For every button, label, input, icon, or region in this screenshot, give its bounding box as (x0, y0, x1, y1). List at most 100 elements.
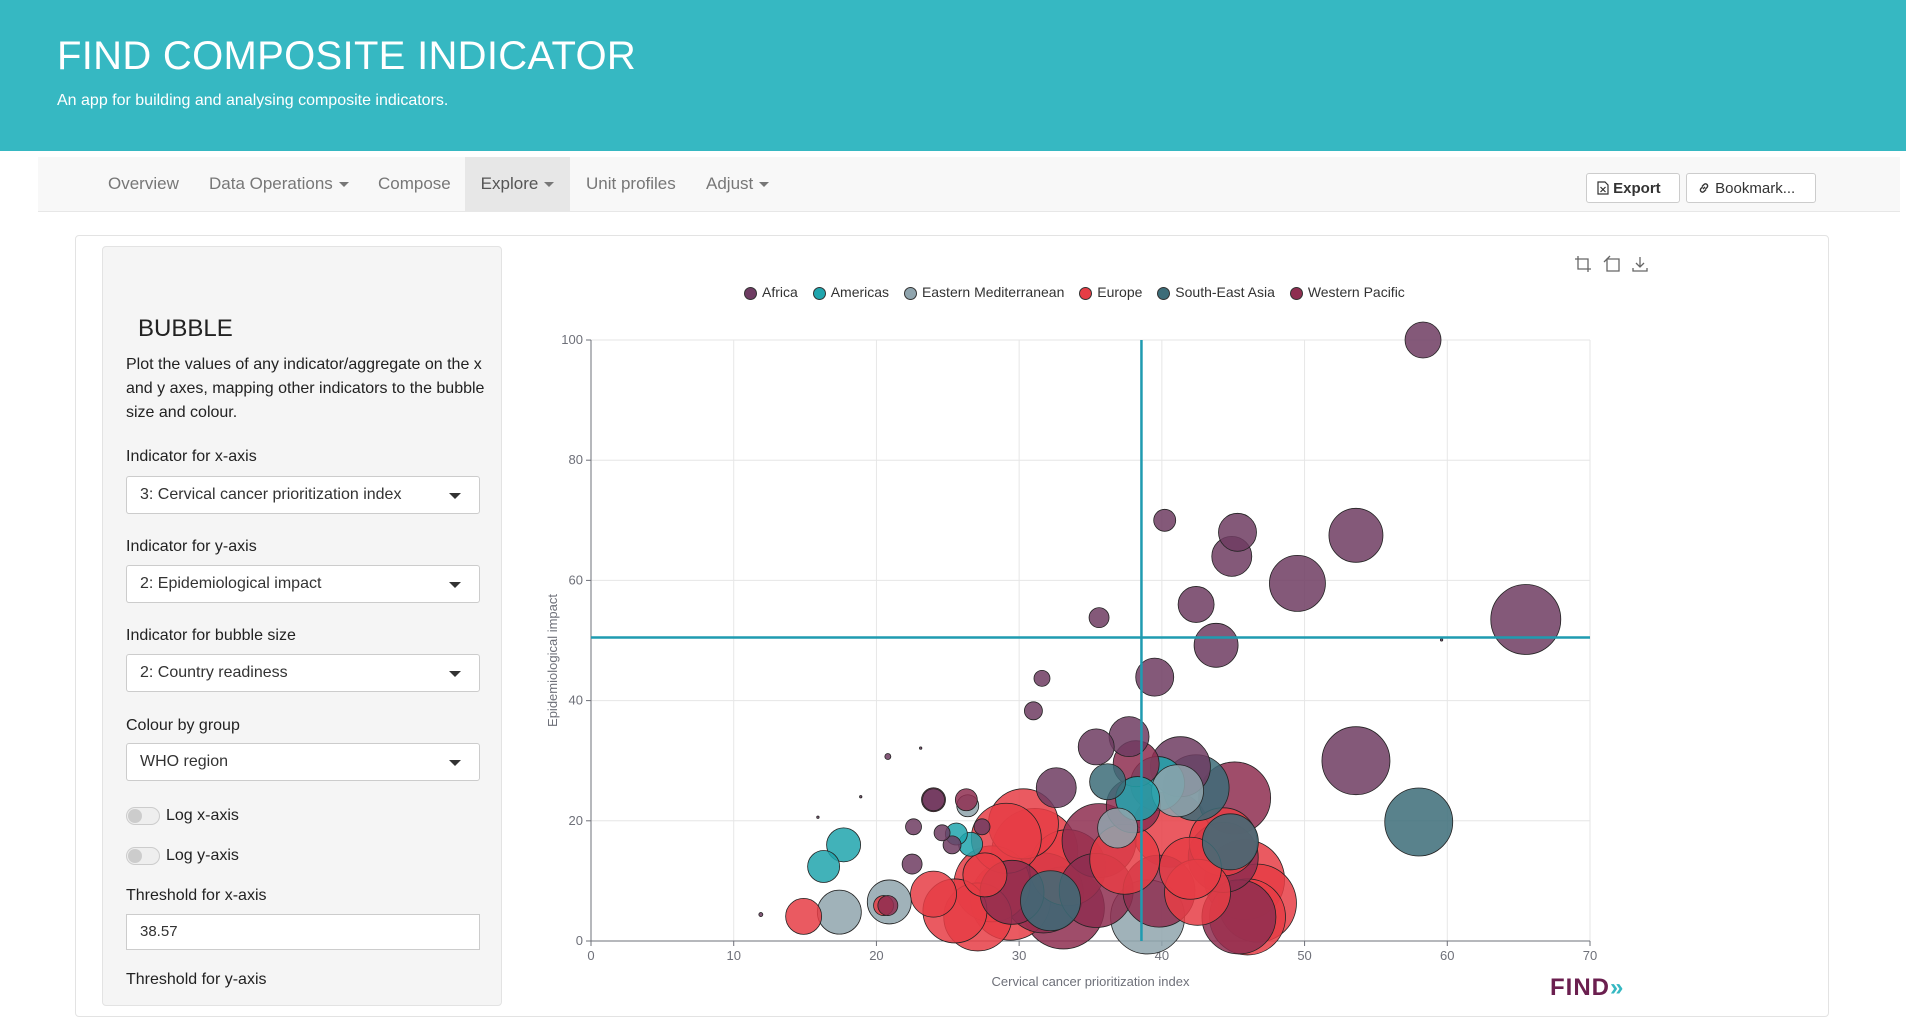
bubble-size-select[interactable]: 2: Country readiness (126, 654, 480, 692)
legend-item-western-pacific[interactable]: Western Pacific (1289, 284, 1405, 301)
bookmark-button[interactable]: Bookmark... (1686, 173, 1816, 203)
y-axis-select[interactable]: 2: Epidemiological impact (126, 565, 480, 603)
log-x-label: Log x-axis (166, 807, 239, 824)
x-axis-value: 3: Cervical cancer prioritization index (140, 486, 402, 503)
bubble-point (1108, 716, 1150, 758)
legend-label: South-East Asia (1175, 284, 1275, 301)
legend-item-south-east-asia[interactable]: South-East Asia (1157, 284, 1275, 300)
toggle-knob (128, 848, 142, 863)
bubble-point (1404, 321, 1442, 359)
y-tick-label: 40 (569, 693, 583, 708)
nav-adjust[interactable]: Adjust (706, 157, 770, 211)
y-axis-value: 2: Epidemiological impact (140, 575, 322, 592)
bubble-point (1490, 584, 1562, 655)
bubble-point (758, 912, 764, 917)
find-logo-mark: » (1610, 974, 1625, 1001)
toggle-knob (128, 808, 142, 823)
bubble-point (1020, 870, 1081, 932)
legend-swatch (903, 287, 917, 301)
bubble-point (954, 788, 978, 812)
y-tick-label: 60 (569, 572, 583, 587)
legend-label: Western Pacific (1307, 284, 1405, 301)
sidebar-title: BUBBLE (138, 315, 233, 342)
dropdown-arrow-icon (449, 582, 461, 588)
caret-down-icon (759, 182, 770, 188)
threshold-x-input[interactable]: 38.57 (126, 914, 480, 950)
bubble-point (1135, 657, 1175, 697)
legend-swatch (744, 287, 757, 301)
bubble-point (919, 746, 923, 750)
y-axis-title: Epidemiological impact (545, 594, 560, 727)
log-x-toggle[interactable] (126, 806, 160, 825)
bubble-point (1033, 669, 1051, 687)
bubble-point (1269, 555, 1326, 612)
bubble-point (1384, 787, 1454, 857)
legend-swatch (1157, 287, 1171, 301)
bubble-point (826, 827, 862, 863)
x-tick-label: 50 (1297, 948, 1311, 963)
bubble-point (1153, 508, 1177, 532)
log-y-toggle[interactable] (126, 846, 160, 865)
bubble-point (1077, 728, 1115, 766)
x-axis-select[interactable]: 3: Cervical cancer prioritization index (126, 476, 480, 514)
bubble-point (816, 815, 820, 819)
toolbox-reset-icon[interactable] (1603, 255, 1621, 278)
download-icon (1632, 257, 1648, 272)
bubble-point (1115, 776, 1160, 821)
zoom-reset-icon (1603, 255, 1620, 272)
bubble-point (1439, 638, 1444, 642)
legend-item-eastern-mediterranean[interactable]: Eastern Mediterranean (903, 284, 1064, 301)
legend-item-europe[interactable]: Europe (1079, 284, 1142, 300)
find-logo-text: FIND (1550, 974, 1610, 1001)
legend-label: Africa (762, 284, 798, 301)
colour-group-select[interactable]: WHO region (126, 743, 480, 781)
bubble-point (1097, 807, 1139, 849)
bubble-point (785, 897, 823, 935)
x-axis-label: Indicator for x-axis (126, 448, 257, 465)
x-tick-label: 20 (869, 948, 883, 963)
bubble-point (877, 895, 899, 916)
bubble-point (816, 889, 862, 935)
legend-item-americas[interactable]: Americas (812, 284, 890, 301)
bubble-point (933, 824, 951, 842)
bubble-point (973, 818, 991, 836)
x-axis-title: Cervical cancer prioritization index (992, 974, 1190, 989)
bubble-size-value: 2: Country readiness (140, 664, 288, 681)
bubble-sidebar: BUBBLE Plot the values of any indicator/… (102, 246, 502, 1006)
nav-data-operations[interactable]: Data Operations (209, 157, 349, 211)
toolbox-zoom-icon[interactable] (1574, 255, 1592, 278)
x-tick-label: 30 (1012, 948, 1026, 963)
nav-adjust-label: Adjust (706, 174, 754, 193)
bubble-point (1218, 512, 1257, 552)
zoom-area-icon (1575, 256, 1591, 272)
toolbox-download-icon[interactable] (1631, 255, 1649, 278)
nav-unit-profiles[interactable]: Unit profiles (586, 157, 676, 211)
caret-down-icon (338, 182, 349, 188)
bubble-point (942, 835, 962, 855)
log-x-row: Log x-axis (126, 804, 239, 828)
export-label: Export (1613, 180, 1661, 197)
bubble-point (901, 853, 923, 875)
bubble-point (1024, 701, 1043, 721)
dropdown-arrow-icon (449, 760, 461, 766)
bubble-point (905, 818, 922, 836)
nav-explore[interactable]: Explore (465, 157, 570, 211)
bubble-point (1177, 586, 1215, 623)
app-title: FIND COMPOSITE INDICATOR (57, 34, 637, 78)
nav-compose[interactable]: Compose (378, 157, 451, 211)
x-tick-label: 10 (726, 948, 740, 963)
colour-group-label: Colour by group (126, 717, 240, 734)
export-button[interactable]: Export (1586, 173, 1680, 203)
bubble-point (1088, 607, 1110, 629)
y-axis-label: Indicator for y-axis (126, 538, 257, 555)
legend-item-africa[interactable]: Africa (744, 284, 798, 300)
threshold-x-label: Threshold for x-axis (126, 887, 267, 904)
bubble-point (922, 788, 945, 812)
nav-unit-profiles-label: Unit profiles (586, 174, 676, 193)
legend-label: Americas (830, 284, 890, 301)
y-tick-label: 0 (576, 933, 583, 948)
legend-label: Europe (1097, 284, 1143, 301)
find-logo: FIND» (1550, 974, 1624, 1002)
nav-overview[interactable]: Overview (108, 157, 179, 211)
